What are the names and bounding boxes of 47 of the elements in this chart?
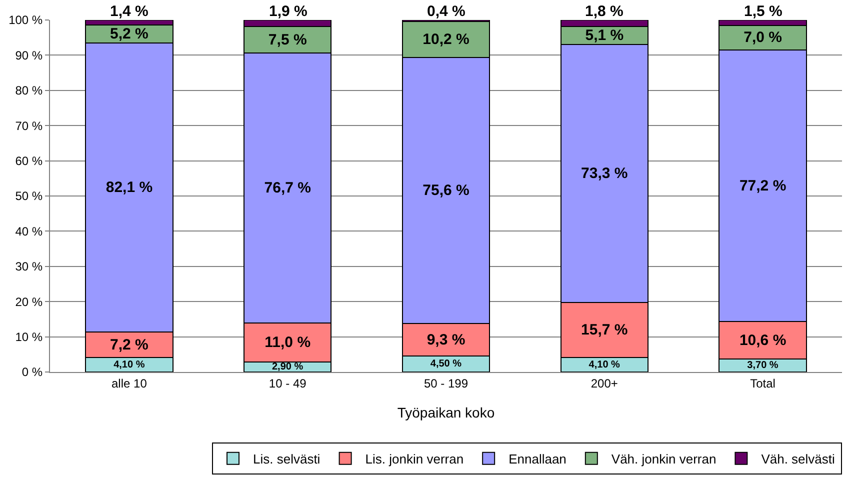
data-label: 1,8 % xyxy=(585,3,624,20)
data-label: 1,9 % xyxy=(269,3,308,20)
data-label: 77,2 % xyxy=(739,177,786,194)
y-tick-label: 90 % xyxy=(15,48,43,62)
y-tick-label: 40 % xyxy=(15,224,43,238)
data-label: 7,2 % xyxy=(110,336,148,354)
legend-label: Ennallaan xyxy=(508,451,566,466)
data-label: 11,0 % xyxy=(264,334,311,351)
data-label: 9,3 % xyxy=(426,331,466,348)
data-label: 1,5 % xyxy=(744,3,782,20)
data-label: 73,3 % xyxy=(581,164,628,182)
y-tick-label: 50 % xyxy=(15,189,43,204)
y-tick-label: 0 % xyxy=(22,365,43,380)
data-label: 0,4 % xyxy=(427,3,466,20)
y-tick-label: 70 % xyxy=(15,118,43,133)
x-tick-label: 200+ xyxy=(590,376,618,390)
y-tick-label: 10 % xyxy=(15,330,43,344)
y-tick-label: 30 % xyxy=(15,260,43,274)
data-label: 2,90 % xyxy=(272,361,304,372)
x-tick-label: alle 10 xyxy=(112,376,148,390)
y-tick-label: 20 % xyxy=(15,294,43,309)
data-label: 3,70 % xyxy=(747,360,778,371)
data-label: 82,1 % xyxy=(106,179,153,196)
data-label: 10,2 % xyxy=(422,30,470,48)
data-label: 15,7 % xyxy=(581,321,628,338)
data-label: 76,7 % xyxy=(264,180,311,197)
data-label: 4,10 % xyxy=(114,359,145,370)
legend-label: Lis. jonkin verran xyxy=(365,451,464,466)
data-label: 7,0 % xyxy=(744,29,782,46)
x-tick-label: Total xyxy=(750,376,776,390)
data-label: 10,6 % xyxy=(739,332,786,349)
y-tick-label: 100 % xyxy=(8,13,43,28)
data-label: 4,50 % xyxy=(430,358,462,370)
x-axis-title: Työpaikan koko xyxy=(397,404,495,421)
legend-label: Väh. selvästi xyxy=(761,451,836,466)
data-label: 1,4 % xyxy=(110,3,148,20)
legend-label: Lis. selvästi xyxy=(253,451,320,466)
data-label: 75,6 % xyxy=(422,182,470,199)
data-label: 7,5 % xyxy=(268,31,307,48)
y-tick-label: 60 % xyxy=(15,154,43,168)
data-label: 5,1 % xyxy=(585,26,624,44)
y-tick-label: 80 % xyxy=(15,84,43,98)
data-label: 5,2 % xyxy=(110,26,148,43)
legend-label: Väh. jonkin verran xyxy=(611,451,716,466)
x-tick-label: 50 - 199 xyxy=(424,376,468,390)
data-label: 4,10 % xyxy=(588,359,620,370)
x-tick-label: 10 - 49 xyxy=(268,376,307,390)
